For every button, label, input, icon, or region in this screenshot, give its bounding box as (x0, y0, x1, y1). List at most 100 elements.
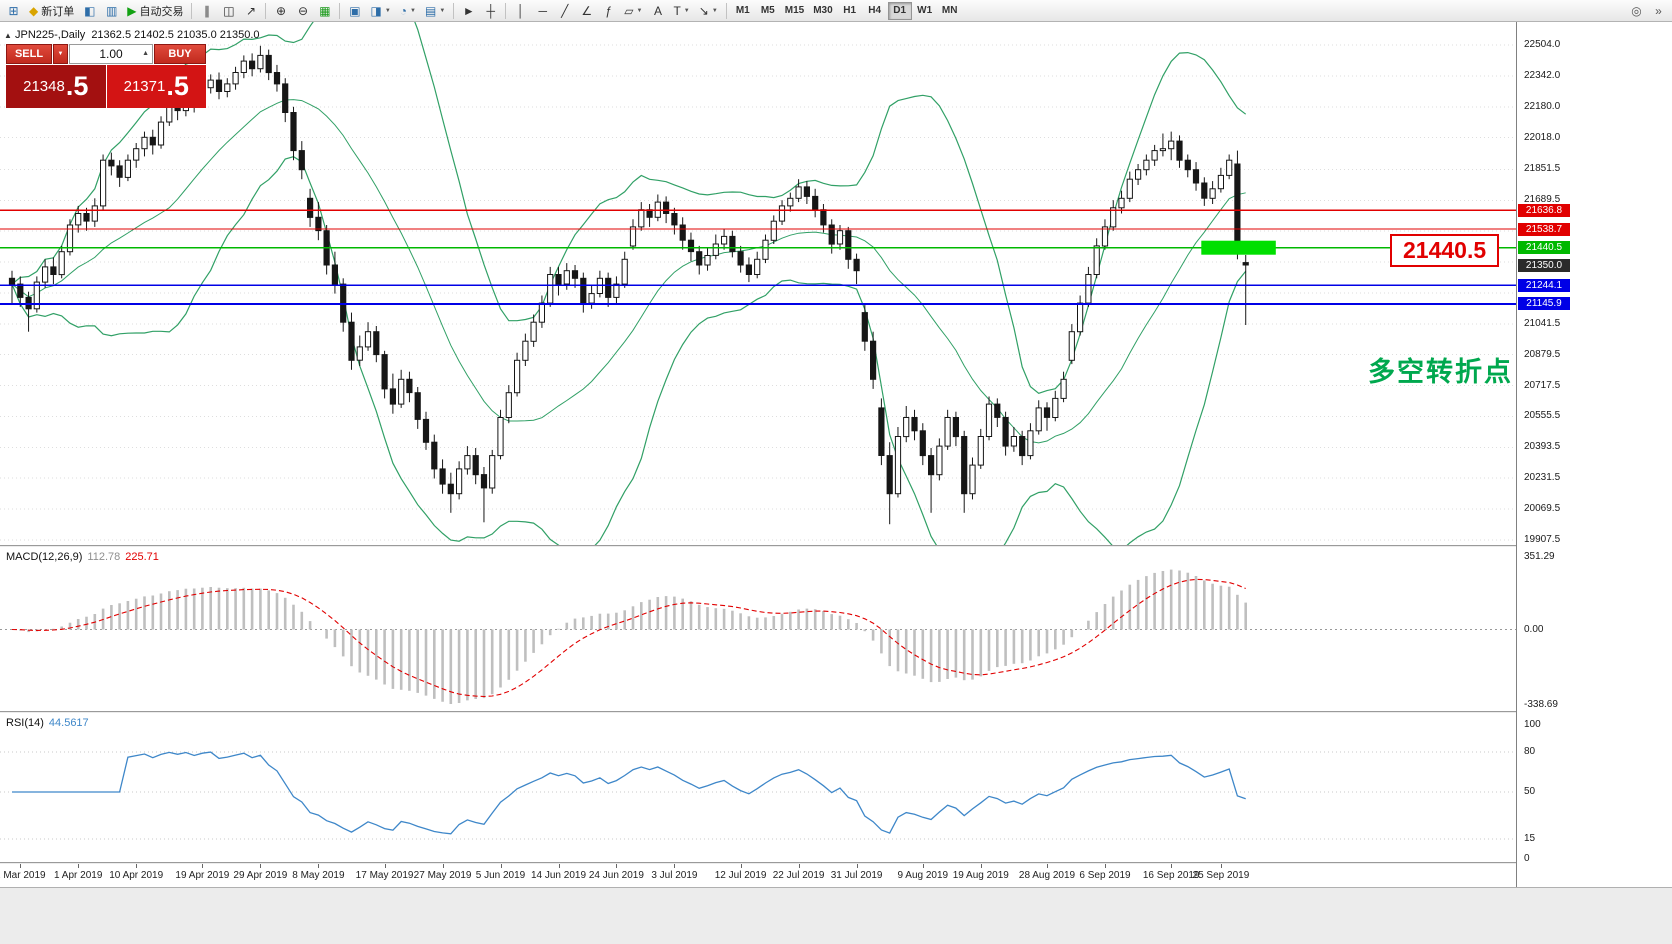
navigator-button[interactable]: ▥ (101, 1, 122, 20)
price-chart-panel[interactable]: ▲ JPN225-,Daily 21362.5 21402.5 21035.0 2… (0, 22, 1516, 546)
sell-price-frac: .5 (65, 71, 89, 101)
time-tick (1220, 864, 1222, 868)
horizontal-line-button[interactable]: ─ (532, 1, 553, 20)
cursor-icon: ► (462, 3, 475, 18)
toolbar-separator (191, 2, 193, 19)
time-axis[interactable]: 2 Mar 2019 1 Apr 2019 10 Apr 2019 19 Apr 20… (0, 864, 1516, 887)
time-tick (798, 864, 800, 868)
candle-chart-button[interactable]: ◫ (218, 1, 239, 20)
arrow-objects-icon: ↘ (698, 3, 709, 18)
date-label: 24 Jun 2019 (588, 870, 644, 881)
date-label: 19 Apr 2019 (175, 870, 230, 881)
turning-point-annotation[interactable]: 多空转折点 (1368, 357, 1513, 387)
timeframe-h1-button[interactable]: H1 (838, 2, 862, 20)
depth-of-market-button[interactable]: ◨ ▼ (366, 1, 394, 20)
time-tick (318, 864, 320, 868)
dropdown-caret-icon: ▼ (683, 7, 690, 14)
text-label-button[interactable]: T ▼ (669, 1, 693, 20)
price-tick-label: 20231.5 (1524, 472, 1561, 484)
history-button[interactable]: ◔ ▼ (396, 1, 420, 20)
time-tick (1171, 864, 1173, 868)
timeframe-m1-button[interactable]: M1 (731, 2, 755, 20)
sell-button[interactable]: SELL (6, 44, 52, 64)
zoom-in-button[interactable]: ⊕ (270, 1, 291, 20)
snapshot-icon: ▤ (424, 3, 437, 18)
rsi-indicator-panel[interactable]: RSI(14) 44.5617 (0, 713, 1516, 863)
volume-up-icon[interactable]: ▲ (142, 50, 149, 57)
date-label: 22 Jul 2019 (772, 870, 825, 881)
toolbar-separator (339, 2, 341, 19)
price-chart-canvas[interactable] (0, 22, 1516, 546)
arrow-objects-button[interactable]: ↘ ▼ (695, 1, 722, 20)
new-chart-button[interactable]: ⊞ (3, 1, 24, 20)
fibonacci-button[interactable]: ƒ (598, 1, 619, 20)
indicators-button[interactable]: ▦ (314, 1, 335, 20)
time-tick (1105, 864, 1106, 868)
macd-indicator-panel[interactable]: MACD(12,26,9) 112.78 225.71 (0, 547, 1516, 712)
toolbar-overflow-button[interactable]: » (1648, 1, 1669, 20)
zoom-out-button[interactable]: ⊖ (292, 1, 313, 20)
date-label: 5 Jun 2019 (475, 870, 526, 881)
price-scale[interactable]: 22504.0 22342.0 22180.0 22018.0 21851.5 21689… (1516, 22, 1672, 887)
volume-value: 1.00 (99, 47, 123, 61)
macd-name: MACD(12,26,9) (6, 551, 83, 563)
market-watch-button[interactable]: ◧ (79, 1, 100, 20)
price-level-callout[interactable]: 21440.5 (1390, 234, 1500, 267)
price-marker-chip: 21145.9 (1518, 297, 1570, 311)
trendline-button[interactable]: ╱ (554, 1, 575, 20)
time-tick (616, 864, 618, 868)
buy-price-frac: .5 (166, 71, 189, 101)
snapshot-button[interactable]: ▤ ▼ (421, 1, 449, 20)
macd-canvas[interactable] (0, 547, 1516, 712)
autotrading-button[interactable]: ▶ 自动交易 (123, 1, 187, 20)
line-chart-button[interactable]: ↗ (240, 1, 261, 20)
order-options-caret-icon[interactable]: ▼ (53, 44, 68, 64)
timeframe-h4-button[interactable]: H4 (863, 2, 887, 20)
timeframe-m15-button[interactable]: M15 (781, 2, 808, 20)
rsi-value: 44.5617 (48, 717, 89, 729)
timeframe-m5-button[interactable]: M5 (756, 2, 780, 20)
macd-scale-label: 351.29 (1524, 551, 1555, 562)
dropdown-caret-icon: ▼ (384, 7, 391, 14)
new-order-icon: ◆ (29, 3, 39, 18)
rsi-canvas[interactable] (0, 713, 1516, 863)
volume-input[interactable]: 1.00 ▲ (69, 44, 153, 64)
search-icon: ◎ (1631, 3, 1642, 18)
toolbar-separator (505, 2, 507, 19)
price-marker-chip: 21244.1 (1518, 278, 1570, 292)
macd-label: MACD(12,26,9) 112.78 225.71 (6, 551, 159, 563)
timeframe-m30-button[interactable]: M30 (809, 2, 836, 20)
bar-chart-button[interactable]: ∥ (196, 1, 217, 20)
price-tick-label: 22504.0 (1524, 39, 1561, 51)
price-tick-label: 22018.0 (1524, 131, 1561, 143)
text-button[interactable]: A (647, 1, 668, 20)
timeframe-d1-button[interactable]: D1 (887, 1, 912, 20)
shapes-icon: ▱ (624, 3, 634, 18)
sell-price[interactable]: 21348.5 (6, 65, 106, 108)
autotrading-label: 自动交易 (139, 5, 184, 18)
date-label: 3 Jul 2019 (651, 870, 698, 881)
new-chart-icon: ⊞ (8, 3, 19, 18)
main-toolbar[interactable]: ⊞ ◆ 新订单 ◧ ▥ ▶ 自动交易 ∥ ◫ ↗ ⊕ ⊖ ▦ ▣ ◨ ▼ ◔ ▼ ▤ ▼ ► ┼ │ ─ ╱ ∠ ƒ ▱ ▼ A T ▼ ↘ ▼ M… (0, 0, 1672, 22)
channel-button[interactable]: ∠ (576, 1, 597, 20)
line-chart-icon: ↗ (245, 3, 256, 18)
one-click-panel-toggle-icon[interactable]: ▲ (4, 31, 12, 40)
search-button[interactable]: ◎ (1626, 1, 1647, 20)
shapes-button[interactable]: ▱ ▼ (620, 1, 646, 20)
macd-main-value: 112.78 (87, 551, 121, 563)
fibonacci-icon: ƒ (605, 3, 613, 18)
vertical-line-button[interactable]: │ (510, 1, 531, 20)
tile-windows-button[interactable]: ▣ (344, 1, 365, 20)
cursor-button[interactable]: ► (458, 1, 479, 20)
timeframe-mn-button[interactable]: MN (938, 2, 962, 20)
chart-title: JPN225-,Daily 21362.5 21402.5 21035.0 213… (15, 29, 260, 41)
crosshair-button[interactable]: ┼ (480, 1, 501, 20)
time-tick (740, 864, 742, 868)
buy-button[interactable]: BUY (154, 44, 206, 64)
date-label: 6 Sep 2019 (1079, 870, 1131, 881)
buy-price[interactable]: 21371.5 (106, 65, 206, 108)
rsi-scale-label: 0 (1524, 853, 1530, 864)
rsi-scale-label: 15 (1524, 832, 1536, 844)
timeframe-w1-button[interactable]: W1 (913, 2, 937, 20)
new-order-button[interactable]: ◆ 新订单 (25, 1, 78, 20)
